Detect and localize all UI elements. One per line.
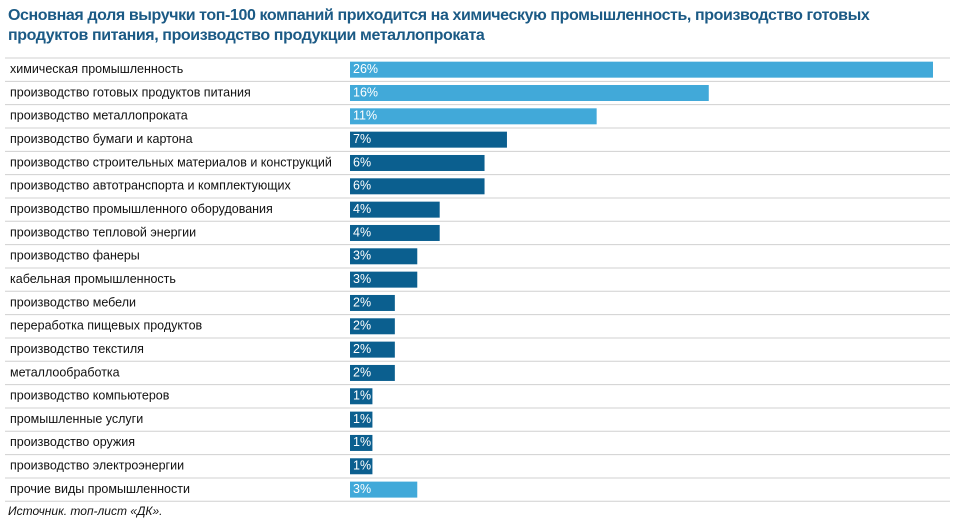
bar xyxy=(350,248,418,265)
bar xyxy=(350,388,373,405)
value-label: 4% xyxy=(353,202,371,216)
bar xyxy=(350,201,440,218)
bar xyxy=(350,434,373,451)
value-label: 2% xyxy=(353,295,371,309)
bar xyxy=(350,481,418,498)
category-label: производство текстиля xyxy=(10,342,144,356)
value-label: 1% xyxy=(353,412,371,426)
value-label: 1% xyxy=(353,459,371,473)
value-label: 3% xyxy=(353,482,371,496)
category-label: производство оружия xyxy=(10,435,135,449)
bar xyxy=(350,131,507,148)
bar xyxy=(350,84,709,101)
value-label: 16% xyxy=(353,85,378,99)
category-label: производство мебели xyxy=(10,295,136,309)
value-label: 3% xyxy=(353,272,371,286)
bar xyxy=(350,318,395,335)
category-label: производство промышленного оборудования xyxy=(10,202,273,216)
chart-title: Основная доля выручки топ-100 компаний п… xyxy=(8,7,870,44)
bar xyxy=(350,224,440,241)
bar xyxy=(350,411,373,428)
value-label: 7% xyxy=(353,132,371,146)
category-label: кабельная промышленность xyxy=(10,272,176,286)
bar xyxy=(350,154,485,171)
bar xyxy=(350,458,373,475)
category-label: переработка пищевых продуктов xyxy=(10,319,203,333)
category-label: производство компьютеров xyxy=(10,389,170,403)
category-label: химическая промышленность xyxy=(10,62,183,76)
category-label: производство металлопроката xyxy=(10,109,188,123)
bar xyxy=(350,271,418,288)
category-label: производство фанеры xyxy=(10,249,140,263)
value-label: 2% xyxy=(353,365,371,379)
bar xyxy=(350,61,933,78)
bar xyxy=(350,178,485,195)
value-label: 11% xyxy=(353,109,377,123)
category-label: металлообработка xyxy=(10,365,120,379)
category-label: производство бумаги и картона xyxy=(10,132,193,146)
category-label: прочие виды промышленности xyxy=(10,482,190,496)
value-label: 26% xyxy=(353,62,378,76)
bar xyxy=(350,294,395,311)
category-label: производство автотранспорта и комплектую… xyxy=(10,179,292,193)
category-label: промышленные услуги xyxy=(10,412,143,426)
value-label: 6% xyxy=(353,155,371,169)
bar xyxy=(350,108,597,125)
category-label: производство строительных материалов и к… xyxy=(10,155,332,169)
bar xyxy=(350,364,395,381)
value-label: 2% xyxy=(353,342,371,356)
category-label: производство тепловой энергии xyxy=(10,225,196,239)
value-label: 1% xyxy=(353,435,371,449)
bar xyxy=(350,341,395,358)
source-note: Источник. топ-лист «ДК». xyxy=(8,504,163,518)
category-label: производство электроэнергии xyxy=(10,459,184,473)
value-label: 3% xyxy=(353,249,371,263)
category-label: производство готовых продуктов питания xyxy=(10,85,251,99)
value-label: 1% xyxy=(353,389,371,403)
value-label: 2% xyxy=(353,319,371,333)
value-label: 4% xyxy=(353,225,371,239)
value-label: 6% xyxy=(353,179,371,193)
